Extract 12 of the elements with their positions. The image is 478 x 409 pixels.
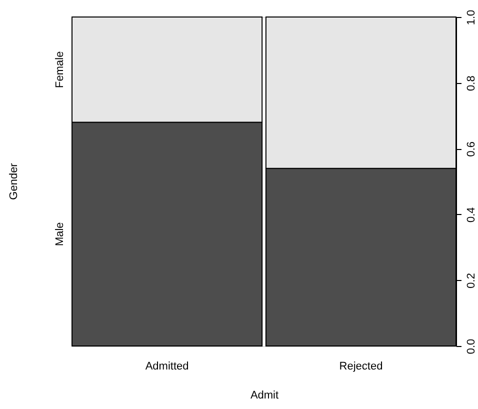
- text: Female: [54, 51, 66, 88]
- y-tick-label: 0.2: [466, 273, 478, 288]
- x-axis-title: Admit: [250, 390, 279, 402]
- x-tick-label: Rejected: [339, 360, 383, 372]
- y-tick-label: 0.4: [466, 207, 478, 223]
- y-tick-label: 0.8: [466, 76, 478, 91]
- y-axis-title: Gender: [8, 162, 20, 200]
- y-tick-label: 0.0: [466, 338, 478, 354]
- y-tick-label: 1.0: [466, 10, 478, 26]
- x-tick-label: Admitted: [145, 360, 189, 372]
- text: Male: [54, 222, 66, 246]
- y-tick-label: 0.6: [466, 141, 478, 157]
